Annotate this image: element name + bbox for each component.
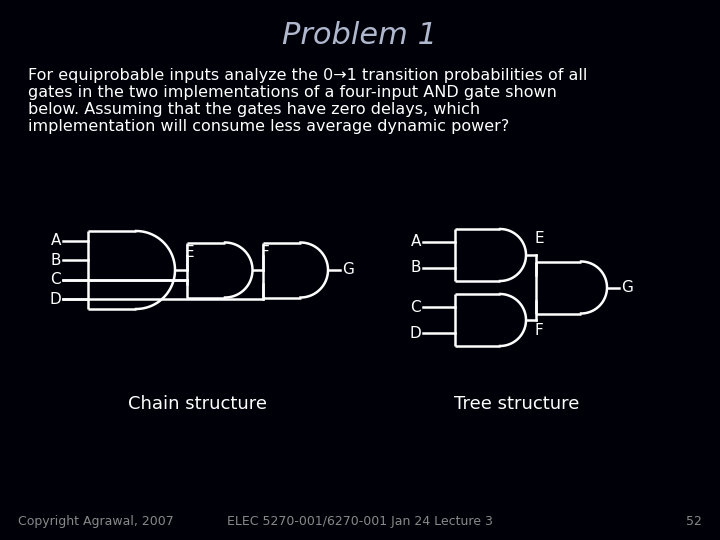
Text: C: C [410,300,421,314]
Text: D: D [49,292,61,307]
Text: A: A [50,233,61,248]
Text: B: B [50,253,61,268]
Text: 52: 52 [686,515,702,528]
Text: below. Assuming that the gates have zero delays, which: below. Assuming that the gates have zero… [28,102,480,117]
Text: F: F [261,245,269,260]
Text: For equiprobable inputs analyze the 0→1 transition probabilities of all: For equiprobable inputs analyze the 0→1 … [28,68,588,83]
Text: Tree structure: Tree structure [454,395,580,413]
Text: C: C [50,272,61,287]
Text: Copyright Agrawal, 2007: Copyright Agrawal, 2007 [18,515,174,528]
Text: A: A [410,234,421,249]
Text: G: G [342,262,354,278]
Text: B: B [410,260,421,275]
Text: Chain structure: Chain structure [128,395,267,413]
Text: ELEC 5270-001/6270-001 Jan 24 Lecture 3: ELEC 5270-001/6270-001 Jan 24 Lecture 3 [227,515,493,528]
Text: G: G [621,280,633,295]
Text: F: F [534,323,543,338]
Text: D: D [409,326,421,341]
Text: E: E [534,231,544,246]
Text: E: E [185,245,194,260]
Text: Problem 1: Problem 1 [282,21,438,50]
Text: implementation will consume less average dynamic power?: implementation will consume less average… [28,119,509,134]
Text: gates in the two implementations of a four-input AND gate shown: gates in the two implementations of a fo… [28,85,557,100]
